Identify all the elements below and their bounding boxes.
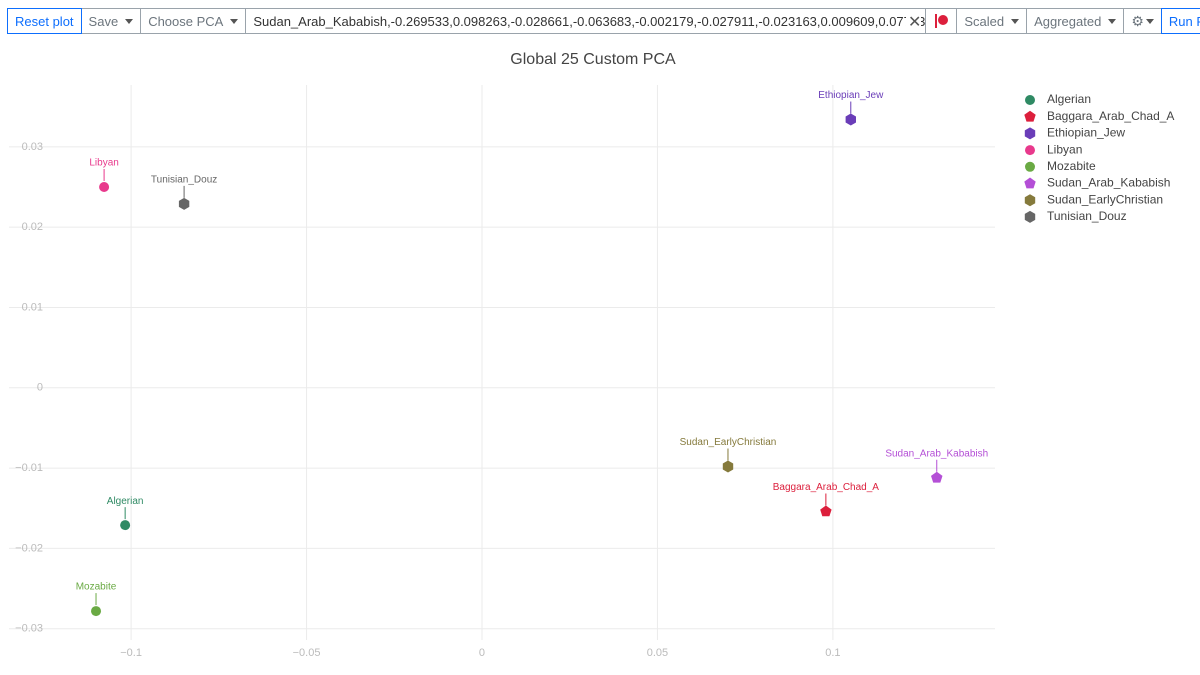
legend-marker — [1024, 194, 1036, 207]
x-tick-label: 0.05 — [647, 647, 668, 659]
point-label: Libyan — [89, 158, 118, 169]
legend-label: Tunisian_Douz — [1047, 209, 1127, 223]
gear-icon: ⚙ — [1131, 12, 1144, 29]
point — [820, 505, 832, 517]
point — [845, 113, 856, 126]
caret — [230, 18, 239, 24]
point-label: Mozabite — [76, 582, 117, 593]
save-label: Save — [88, 13, 119, 29]
y-tick-label: 0 — [37, 382, 43, 394]
point — [91, 606, 102, 617]
input-text: Sudan_Arab_Kababish,-0.269533,0.098263,-… — [253, 13, 927, 29]
point-label: Ethiopian_Jew — [818, 90, 884, 101]
legend-marker — [1025, 161, 1035, 172]
legend-label: Baggara_Arab_Chad_A — [1047, 109, 1174, 123]
flag-button[interactable] — [925, 8, 958, 34]
caret — [1145, 18, 1154, 24]
point — [99, 182, 110, 193]
x-tick-label: 0.1 — [825, 647, 840, 659]
point — [931, 471, 943, 483]
legend-label: Algerian — [1047, 92, 1091, 106]
legend-marker — [1025, 145, 1035, 156]
run-button[interactable]: Run PCA — [1160, 8, 1200, 34]
legend-label: Mozabite — [1047, 159, 1096, 173]
aggregated-label: Aggregated — [1034, 13, 1102, 29]
choose-button[interactable]: Choose PCA — [140, 8, 247, 34]
y-tick-label: −0.01 — [15, 462, 43, 474]
toolbar: Reset plot Save Choose PCA Sudan_Arab_Ka… — [7, 8, 1200, 34]
legend-marker — [1024, 210, 1036, 223]
save-button[interactable]: Save — [80, 8, 142, 34]
point — [178, 197, 190, 210]
y-tick-label: −0.03 — [15, 623, 43, 635]
point-label: Tunisian_Douz — [151, 175, 217, 186]
reset-button[interactable]: Reset plot — [7, 8, 82, 34]
point — [722, 460, 734, 473]
y-tick-label: 0.02 — [22, 221, 43, 233]
legend-label: Ethiopian_Jew — [1047, 126, 1125, 140]
settings-button[interactable]: ⚙ — [1123, 8, 1162, 34]
legend-label: Sudan_EarlyChristian — [1047, 192, 1163, 206]
point-label: Algerian — [107, 496, 144, 507]
x-tick-label: 0 — [479, 647, 485, 659]
legend-label: Libyan — [1047, 142, 1082, 156]
point-label: Sudan_EarlyChristian — [680, 437, 777, 448]
pca-input[interactable]: Sudan_Arab_Kababish,-0.269533,0.098263,-… — [245, 8, 927, 34]
point-label: Sudan_Arab_Kababish — [885, 448, 988, 459]
x-tick-label: −0.05 — [293, 647, 321, 659]
x-tick-label: −0.1 — [120, 647, 142, 659]
caret — [125, 18, 134, 24]
clear-icon[interactable]: ✕ — [905, 12, 922, 32]
choose-label: Choose PCA — [148, 13, 224, 29]
caret — [1108, 18, 1117, 24]
aggregated-button[interactable]: Aggregated — [1026, 8, 1125, 34]
point-label: Baggara_Arab_Chad_A — [773, 482, 880, 493]
chart-title: Global 25 Custom PCA — [510, 51, 676, 68]
scaled-label: Scaled — [964, 13, 1005, 29]
legend-marker — [1024, 177, 1036, 189]
flag-icon — [935, 14, 949, 28]
legend-label: Sudan_Arab_Kababish — [1047, 176, 1170, 190]
legend-marker — [1024, 110, 1036, 122]
y-tick-label: −0.02 — [15, 542, 43, 554]
scaled-button[interactable]: Scaled — [956, 8, 1028, 34]
point — [120, 520, 131, 531]
caret — [1011, 18, 1020, 24]
y-tick-label: 0.03 — [22, 141, 43, 153]
legend-marker — [1025, 95, 1035, 105]
legend-marker — [1024, 127, 1036, 140]
y-tick-label: 0.01 — [22, 301, 43, 313]
